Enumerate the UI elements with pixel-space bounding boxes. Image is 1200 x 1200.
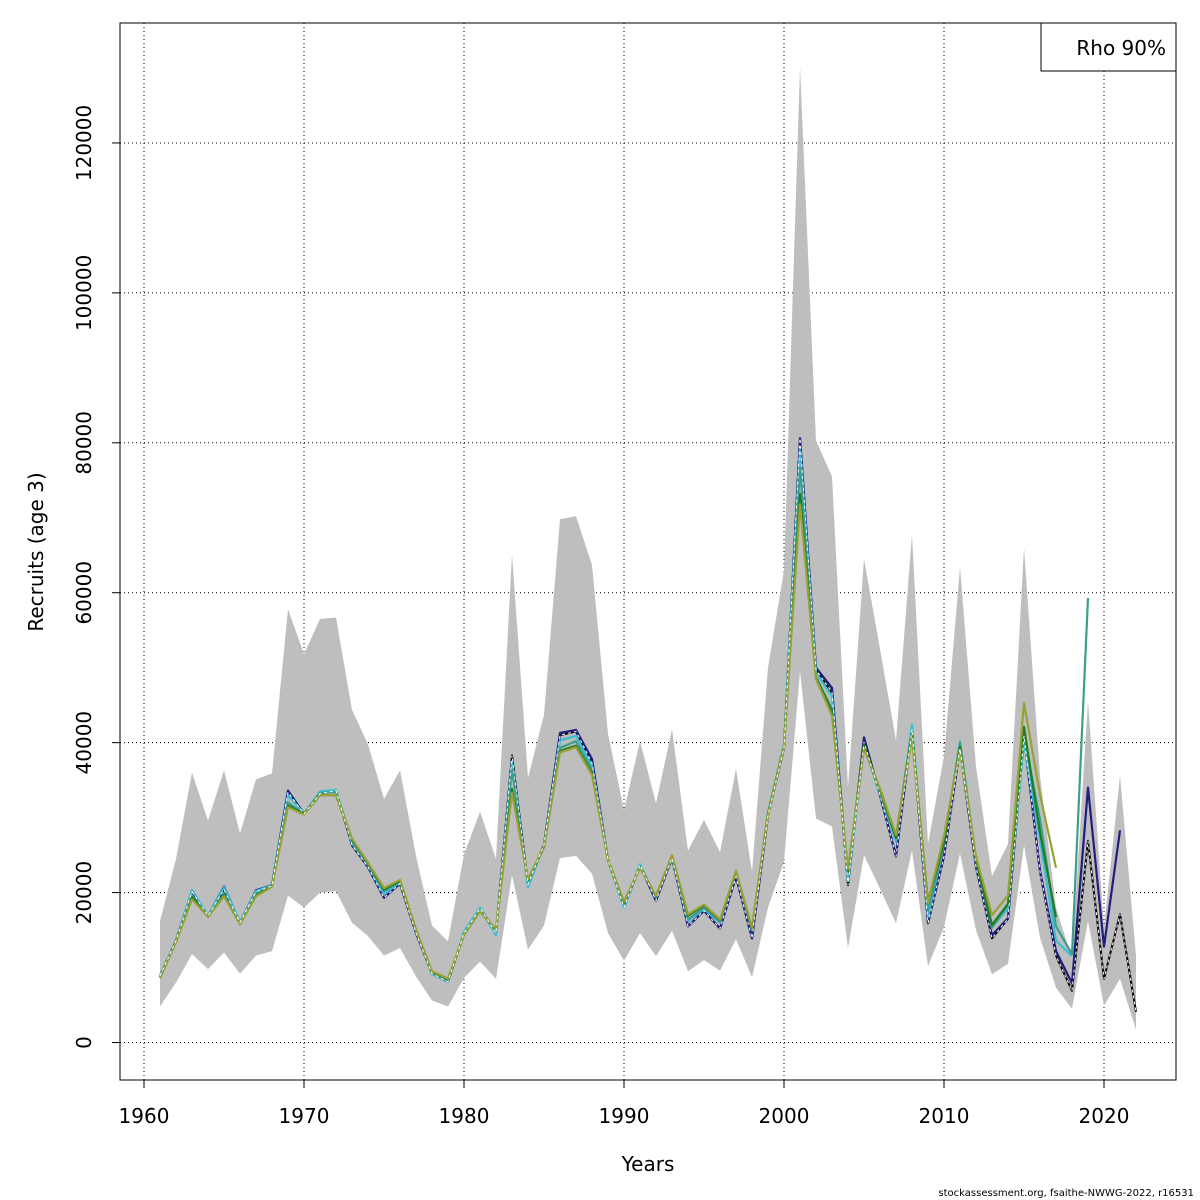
series-line-0-dash: [159, 438, 1137, 1012]
legend-box: [1040, 22, 1177, 72]
y-tick-label: 0: [72, 1036, 96, 1049]
y-tick-label: 120000: [72, 105, 96, 181]
x-tick-label: 2020: [1079, 1104, 1130, 1128]
legend-label: Rho 90%: [1076, 36, 1166, 60]
series-line-5: [158, 503, 1058, 980]
x-tick-label: 2010: [919, 1104, 970, 1128]
footer-credit: stockassessment.org, fsaithe-NWWG-2022, …: [938, 1188, 1194, 1199]
y-tick-label: 60000: [72, 561, 96, 625]
y-tick-label: 20000: [72, 861, 96, 925]
x-tick-label: 1970: [279, 1104, 330, 1128]
grid-lines: [120, 23, 1176, 1080]
confidence-band-area: [160, 66, 1136, 1030]
x-tick-label: 1980: [439, 1104, 490, 1128]
y-tick-label: 40000: [72, 711, 96, 775]
y-axis-title: Recruits (age 3): [24, 472, 48, 631]
series-lines: [158, 437, 1137, 1012]
confidence-band: [160, 66, 1136, 1030]
y-axis: 0 20000 40000 60000 80000 100000 120000: [72, 105, 120, 1049]
x-tick-label: 2000: [759, 1104, 810, 1128]
x-axis: 1960 1970 1980 1990 2000 2010 2020: [119, 1080, 1130, 1128]
x-tick-label: 1960: [119, 1104, 170, 1128]
x-tick-label: 1990: [599, 1104, 650, 1128]
x-axis-title: Years: [621, 1152, 675, 1176]
y-tick-label: 100000: [72, 255, 96, 331]
y-tick-label: 80000: [72, 411, 96, 475]
plot-frame: [119, 22, 1177, 1081]
legend: Rho 90%: [1040, 22, 1177, 72]
